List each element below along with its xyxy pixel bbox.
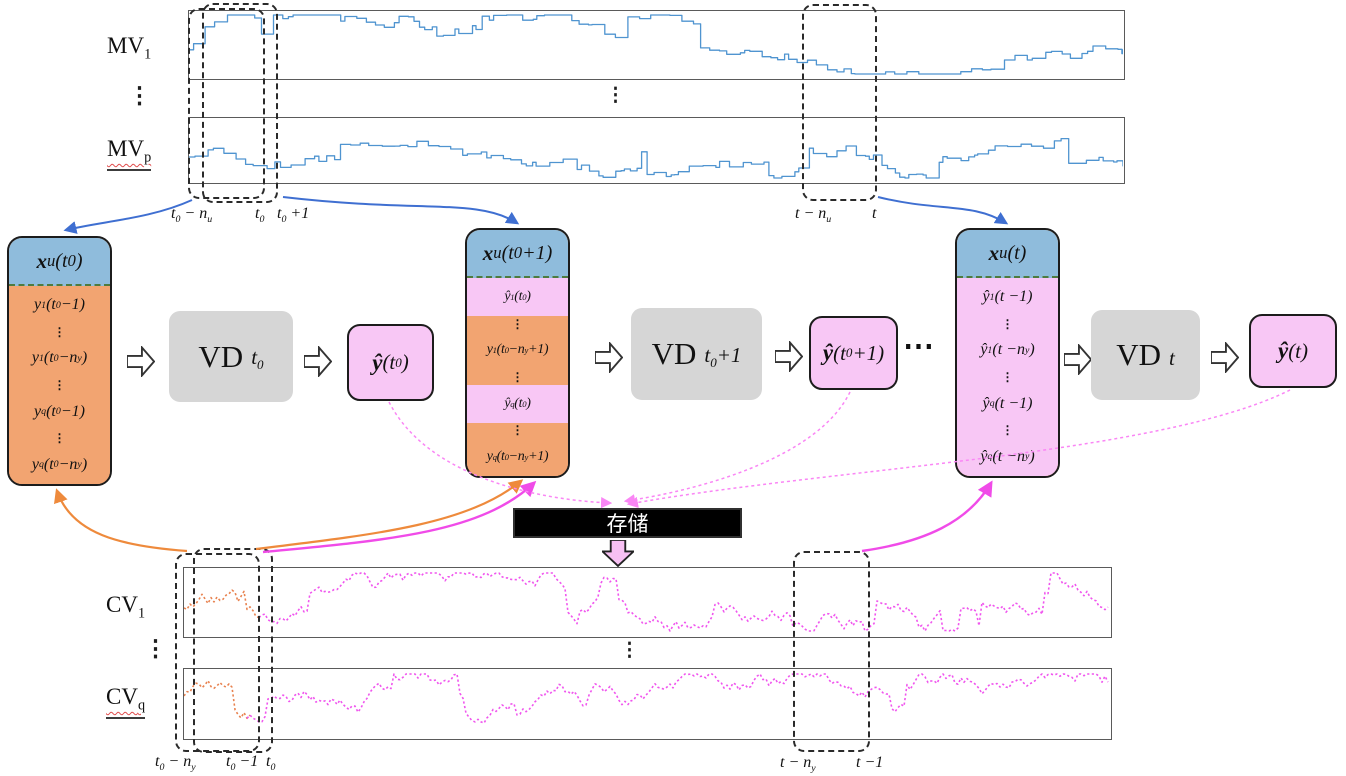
cv-left-ellipsis: ⋮	[144, 636, 167, 661]
vector-row-dots: ⋮	[957, 316, 1058, 332]
mv1-label: MV1	[107, 33, 152, 63]
cv-window-t0plus1-past	[193, 548, 273, 753]
vd-model-name: VD	[651, 336, 697, 371]
flow-arrow-icon	[127, 346, 155, 377]
vector-row-dots: ⋮	[467, 369, 568, 385]
vector-row: ŷ 1 (t −n y)	[957, 331, 1058, 370]
vd-model-name: VD	[1116, 337, 1161, 372]
time-label-t0: t0	[255, 205, 265, 226]
input-vector-box-t0plus1: x u (t 0 +1) ŷ 1 (t 0) ⋮ y 1 (t 0 −n y +1) ⋮ ŷ q (t 0)…	[465, 228, 570, 478]
mv1-timeseries-plot	[188, 10, 1125, 80]
input-vector-box-t0: x u (t 0) y 1 (t 0 −1) ⋮ y 1 (t 0 −n y) ⋮ y q (t 0 −1…	[7, 236, 112, 486]
continuation-ellipsis: ⋯	[903, 328, 936, 363]
mvp-label: MVp	[107, 136, 152, 171]
mv-window-t-past	[802, 4, 877, 201]
cv1-timeseries-plot	[183, 567, 1112, 638]
mvp-timeseries-plot	[188, 117, 1125, 184]
cvq-timeseries-plot	[183, 668, 1112, 740]
mv-left-ellipsis: ⋮	[128, 83, 151, 108]
vector-row-dots: ⋮	[9, 377, 110, 393]
vd-model-time: t0	[251, 345, 264, 373]
vd-model-time: t	[1168, 345, 1175, 370]
time-label-t: t	[872, 205, 877, 222]
vector-row-dots: ⋮	[467, 422, 568, 438]
time-label-t-minus-1: t −1	[856, 754, 884, 771]
vector-row: ŷ 1 (t 0)	[467, 278, 568, 317]
vector-row-dots: ⋮	[467, 316, 568, 332]
vector-row: y q (t 0 −1)	[9, 392, 110, 431]
prediction-output-box-t0: ŷ (t 0 )	[347, 324, 434, 401]
flow-arrow-icon	[1064, 344, 1092, 375]
vd-model-box-t0: VD t0	[169, 311, 293, 402]
vd-model-name: VD	[198, 338, 244, 374]
vector-row: ŷ 1 (t −1)	[957, 278, 1058, 317]
flow-arrow-icon	[1211, 342, 1239, 373]
time-label-t0-minus-nu: t0 − nu	[171, 205, 213, 226]
input-vector-header-t0: x u (t 0)	[9, 238, 110, 286]
input-vector-header-t: x u (t)	[957, 230, 1058, 278]
input-vector-box-t: x u (t) ŷ 1 (t −1) ⋮ ŷ 1 (t −n y) ⋮ ŷ q (t −1) ⋮ …	[955, 228, 1060, 478]
vector-row-dots: ⋮	[9, 430, 110, 446]
mv-window-t0plus1-past	[202, 3, 278, 203]
cv-middle-ellipsis: ⋮	[620, 640, 639, 661]
vd-model-box-t: VD t	[1091, 310, 1200, 400]
cv-window-t-past	[793, 551, 870, 752]
vector-row: ŷ q (t 0)	[467, 384, 568, 423]
time-label-t0-bottom: t0	[266, 753, 276, 774]
storage-box: 存储	[513, 508, 742, 538]
vd-model-box-t0plus1: VD t0+1	[631, 308, 762, 400]
vector-row: y q (t 0 −n y)	[9, 445, 110, 484]
time-label-t-minus-nu: t − nu	[795, 205, 832, 226]
prediction-output-box-t: ŷ (t)	[1249, 314, 1337, 388]
vd-model-time: t0+1	[704, 342, 742, 371]
time-label-t0-minus-ny: t0 − ny	[155, 753, 196, 774]
cv1-label: CV1	[106, 592, 146, 622]
vector-row: ŷ q (t −n y)	[957, 437, 1058, 476]
vector-row: y q (t 0 −n y +1)	[467, 437, 568, 476]
vector-row-dots: ⋮	[957, 369, 1058, 385]
vector-row-dots: ⋮	[957, 422, 1058, 438]
flow-arrow-icon	[304, 346, 332, 377]
time-label-t-minus-ny: t − ny	[780, 754, 816, 775]
vector-row: y 1 (t 0 −n y)	[9, 339, 110, 378]
mv-middle-ellipsis: ⋮	[606, 85, 625, 106]
vector-row: y 1 (t 0 −1)	[9, 286, 110, 325]
prediction-output-box-t0plus1: ŷ (t 0 +1)	[809, 316, 898, 390]
vector-row-dots: ⋮	[9, 324, 110, 340]
input-vector-header-t0plus1: x u (t 0 +1)	[467, 230, 568, 278]
flow-arrow-icon	[775, 341, 803, 372]
time-label-t0-plus-1: t0 +1	[277, 205, 310, 226]
flow-arrow-icon	[595, 342, 623, 373]
vector-row: y 1 (t 0 −n y +1)	[467, 331, 568, 370]
mv-window-t0-past	[188, 8, 265, 199]
cvq-label: CVq	[106, 684, 146, 719]
storage-down-arrow-icon	[602, 540, 634, 567]
vector-row: ŷ q (t −1)	[957, 384, 1058, 423]
time-label-t0-minus-1: t0 −1	[226, 753, 259, 774]
